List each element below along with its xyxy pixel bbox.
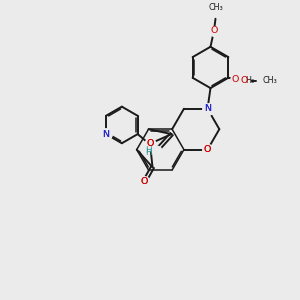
Text: H₃: H₃: [245, 76, 255, 85]
Text: N: N: [204, 104, 211, 113]
Text: O: O: [204, 145, 211, 154]
Text: N: N: [103, 130, 110, 139]
Text: O: O: [146, 139, 154, 148]
Text: O: O: [210, 26, 218, 35]
Text: O: O: [204, 145, 211, 154]
Text: O: O: [241, 76, 248, 85]
Text: N: N: [103, 130, 110, 139]
Text: O: O: [232, 75, 239, 84]
Text: H: H: [145, 148, 152, 157]
Text: O: O: [141, 177, 148, 186]
Text: CH₃: CH₃: [208, 3, 223, 12]
Text: CH₃: CH₃: [262, 76, 277, 85]
Text: O: O: [146, 139, 154, 148]
Text: N: N: [204, 104, 211, 113]
Text: O: O: [141, 177, 148, 186]
Text: H: H: [145, 146, 152, 155]
